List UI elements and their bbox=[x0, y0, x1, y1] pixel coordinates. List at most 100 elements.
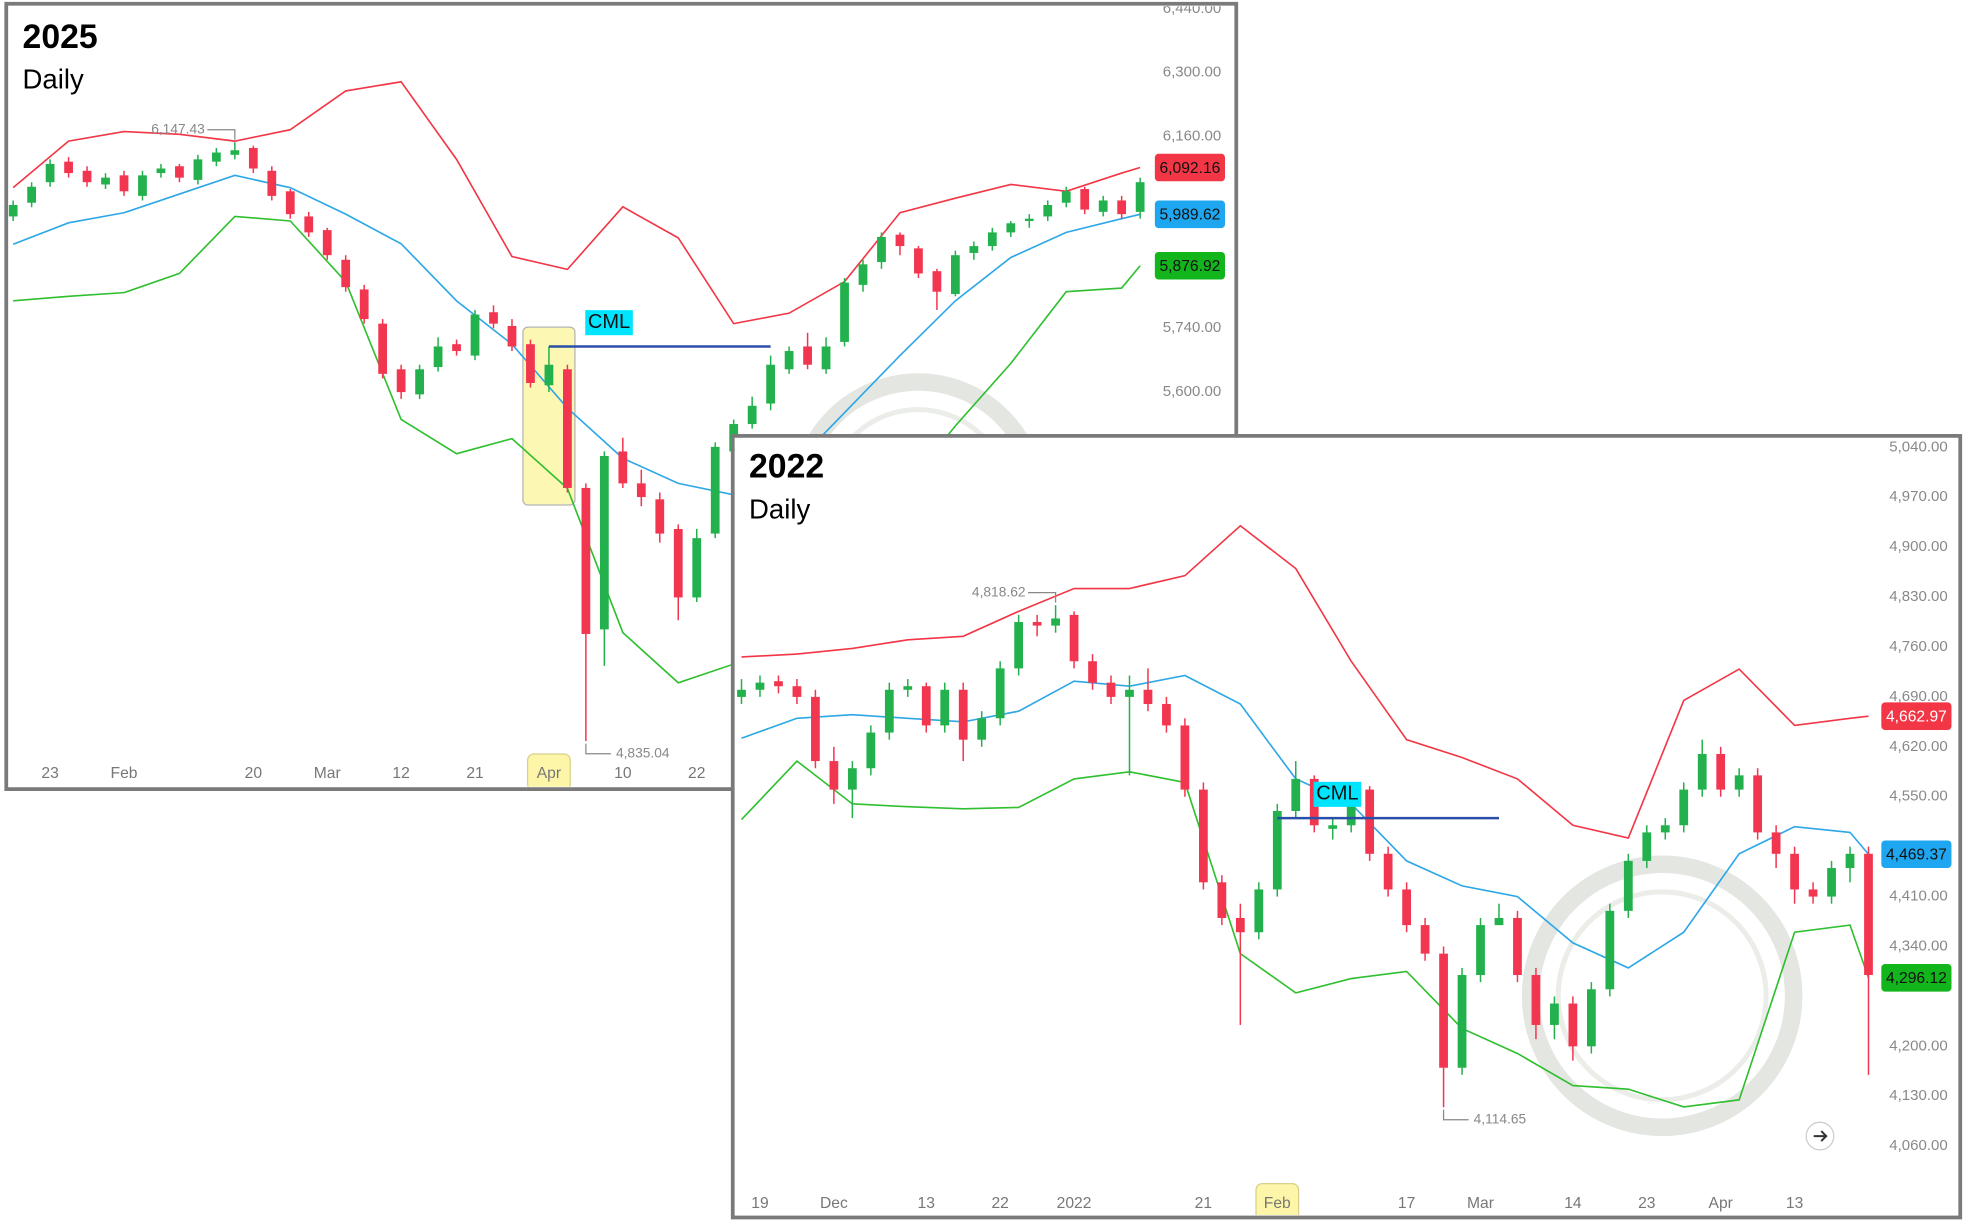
candle-body bbox=[1117, 200, 1127, 215]
candle-body bbox=[1143, 689, 1153, 705]
price-tag bbox=[1881, 702, 1952, 730]
candle-body bbox=[1024, 218, 1034, 221]
candle-body bbox=[903, 686, 913, 690]
candle-body bbox=[977, 718, 987, 740]
candle-body bbox=[1790, 853, 1799, 890]
annotation-leader bbox=[585, 743, 611, 755]
candle-body bbox=[322, 230, 332, 256]
candle-body bbox=[618, 451, 628, 484]
y-tick-label: 4,760.00 bbox=[1889, 638, 1947, 655]
candle-body bbox=[82, 170, 92, 183]
candle-body bbox=[884, 689, 894, 733]
candle-body bbox=[1697, 753, 1707, 790]
candle-body bbox=[1531, 975, 1541, 1025]
candle-body bbox=[1753, 775, 1763, 833]
chart-title: 2022 bbox=[749, 447, 824, 485]
candle-body bbox=[415, 369, 424, 395]
candle-body bbox=[285, 191, 295, 215]
candle-body bbox=[821, 346, 831, 370]
y-tick-label: 4,200.00 bbox=[1889, 1037, 1947, 1054]
candle-body bbox=[1051, 618, 1060, 626]
candle-body bbox=[1272, 811, 1282, 890]
candle-body bbox=[932, 271, 942, 292]
y-tick-label: 4,900.00 bbox=[1889, 538, 1947, 555]
candle-body bbox=[1365, 789, 1375, 854]
candle-body bbox=[921, 686, 931, 726]
candle-body bbox=[507, 325, 517, 347]
candle-body bbox=[1402, 889, 1411, 926]
candle-body bbox=[895, 234, 905, 247]
candle-body bbox=[101, 177, 110, 185]
candle-body bbox=[1734, 775, 1744, 790]
candle-body bbox=[858, 264, 868, 285]
x-tick-label: 23 bbox=[41, 765, 59, 782]
y-tick-label: 4,550.00 bbox=[1889, 788, 1947, 805]
candle-body bbox=[544, 364, 554, 386]
candle-body bbox=[64, 161, 73, 174]
x-tick-label: Mar bbox=[314, 765, 341, 782]
x-tick-label: Apr bbox=[1709, 1195, 1733, 1212]
price-tag-label: 5,989.62 bbox=[1159, 207, 1220, 224]
candle-body bbox=[1420, 925, 1430, 954]
candle-body bbox=[470, 314, 480, 356]
y-tick-label: 5,040.00 bbox=[1889, 438, 1947, 455]
candle-body bbox=[1679, 789, 1689, 826]
candle-body bbox=[840, 282, 849, 342]
price-tag-label: 4,662.97 bbox=[1886, 709, 1947, 726]
candle-body bbox=[1328, 825, 1338, 829]
candle-body bbox=[995, 668, 1005, 719]
candle-body bbox=[950, 255, 960, 294]
y-tick-label: 5,740.00 bbox=[1163, 319, 1221, 336]
band-line bbox=[740, 759, 1870, 1108]
price-tag-label: 4,296.12 bbox=[1886, 970, 1947, 987]
cml-label: CML bbox=[1316, 783, 1358, 805]
x-tick-label: Feb bbox=[111, 765, 138, 782]
candle-body bbox=[755, 682, 765, 690]
x-tick-label: 10 bbox=[614, 765, 632, 782]
y-tick-label: 5,600.00 bbox=[1163, 383, 1221, 400]
candle-body bbox=[1291, 778, 1301, 812]
candle-body bbox=[1808, 889, 1818, 897]
annotation-leader bbox=[207, 129, 236, 140]
candle-body bbox=[8, 205, 18, 217]
x-tick-label: Dec bbox=[820, 1195, 848, 1212]
candle-body bbox=[655, 499, 665, 534]
candle-body bbox=[489, 312, 498, 324]
candle-body bbox=[866, 732, 876, 769]
candle-body bbox=[1383, 853, 1393, 890]
x-highlight bbox=[527, 753, 571, 787]
y-tick-label: 4,340.00 bbox=[1889, 937, 1947, 954]
candle-body bbox=[1069, 614, 1079, 662]
candle-body bbox=[829, 761, 839, 790]
candle-body bbox=[692, 538, 702, 598]
band-line bbox=[12, 80, 1141, 325]
candle-body bbox=[1106, 682, 1116, 697]
plot-area: CML 4,818.62 4,114.65 5,040.00 4,970.00 4,900… bbox=[737, 438, 1952, 1215]
candle-body bbox=[1660, 825, 1670, 833]
candle-body bbox=[1043, 205, 1053, 217]
price-tag bbox=[1154, 200, 1225, 229]
chart-title: 2025 bbox=[23, 18, 98, 56]
candle-body bbox=[958, 689, 968, 740]
candle-body bbox=[359, 289, 369, 320]
scroll-arrow bbox=[1813, 1130, 1828, 1142]
candle-body bbox=[1162, 704, 1171, 726]
candle-body bbox=[737, 689, 746, 697]
y-tick-label: 4,410.00 bbox=[1889, 888, 1947, 905]
annotation-leader bbox=[1028, 592, 1057, 603]
band-line bbox=[741, 524, 1869, 840]
candle-body bbox=[774, 681, 783, 687]
candle-body bbox=[1217, 882, 1227, 918]
candle-body bbox=[1006, 223, 1016, 233]
candle-body bbox=[1014, 622, 1024, 669]
y-tick-label: 4,130.00 bbox=[1889, 1087, 1947, 1104]
cml-label-bg bbox=[585, 310, 633, 336]
candle-body bbox=[1642, 832, 1652, 861]
candle-body bbox=[1457, 975, 1467, 1068]
candle-body bbox=[341, 259, 351, 288]
candle-body bbox=[877, 236, 886, 263]
candle-body bbox=[378, 323, 388, 374]
candle-body bbox=[1080, 189, 1090, 210]
candle-body bbox=[811, 696, 820, 762]
candle-body bbox=[1125, 689, 1134, 697]
